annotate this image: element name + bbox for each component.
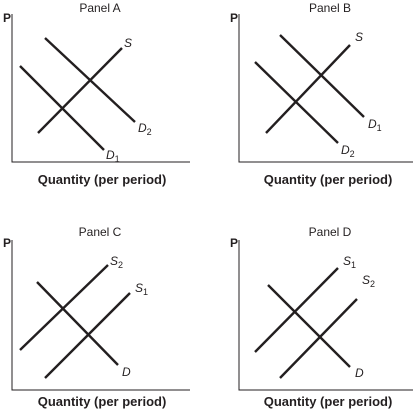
curve-subscript: 2 [370,279,375,289]
curve-label: D1 [106,148,120,164]
supply-curve [265,44,351,134]
y-axis-label: P [3,11,11,25]
x-axis-label: Quantity (per period) [38,172,167,187]
demand-curve [44,37,136,123]
y-axis-label: P [230,11,238,25]
curve-subscript: 2 [147,127,152,137]
curve-subscript: 1 [351,260,356,270]
curve-label: D2 [138,121,152,137]
demand-curve [19,65,105,151]
curve-subscript: 2 [118,260,123,270]
demand-curve [267,284,351,368]
curve-label: S2 [362,273,375,289]
curve-name: D [138,121,147,135]
curve-name: S [362,273,370,287]
y-axis-label: P [3,236,11,250]
curve-subscript: 1 [115,154,120,164]
curve-subscript: 1 [377,123,382,133]
curve-name: S [110,254,118,268]
demand-curve [279,34,365,118]
panel-title: Panel D [309,225,352,239]
x-axis-label: Quantity (per period) [264,172,393,187]
curve-label: S1 [135,281,148,297]
panel: Panel D P Quantity (per period) S1 S2 D [230,225,413,409]
curve-name: S [355,30,363,44]
axes [11,240,190,391]
demand-curve [36,281,119,366]
panel-title: Panel C [79,225,122,239]
curve-subscript: 2 [350,149,355,159]
curve-name: D [106,148,115,162]
curve-label: S2 [110,254,123,270]
supply-curve [37,47,123,134]
curve-label: D [122,365,131,379]
curve-label: S [355,30,363,44]
axes [238,240,413,391]
panel-title: Panel B [309,1,351,15]
axes [11,14,190,163]
supply-curve [19,264,109,351]
curve-name: D [341,143,350,157]
curve-label: D1 [368,117,382,133]
panel: Panel B P Quantity (per period) S D1 D2 [230,1,413,187]
curve-subscript: 1 [143,287,148,297]
curve-label: D2 [341,143,355,159]
supply-curve [254,267,339,353]
panel-title: Panel A [79,1,120,15]
x-axis-label: Quantity (per period) [38,394,167,409]
curve-name: D [368,117,377,131]
supply-curve [44,292,131,379]
curve-name: S [124,36,132,50]
panel: Panel A P Quantity (per period) S D2 D1 [3,1,190,187]
y-axis-label: P [230,236,238,250]
curve-name: D [355,366,364,380]
curve-label: S1 [343,254,356,270]
supply-curve [279,298,358,379]
axes [238,14,413,163]
demand-curve [254,61,339,144]
x-axis-label: Quantity (per period) [264,394,393,409]
curve-name: S [343,254,351,268]
curve-label: S [124,36,132,50]
curve-name: D [122,365,131,379]
curve-label: D [355,366,364,380]
curve-name: S [135,281,143,295]
panel: Panel C P Quantity (per period) S2 S1 D [3,225,190,409]
